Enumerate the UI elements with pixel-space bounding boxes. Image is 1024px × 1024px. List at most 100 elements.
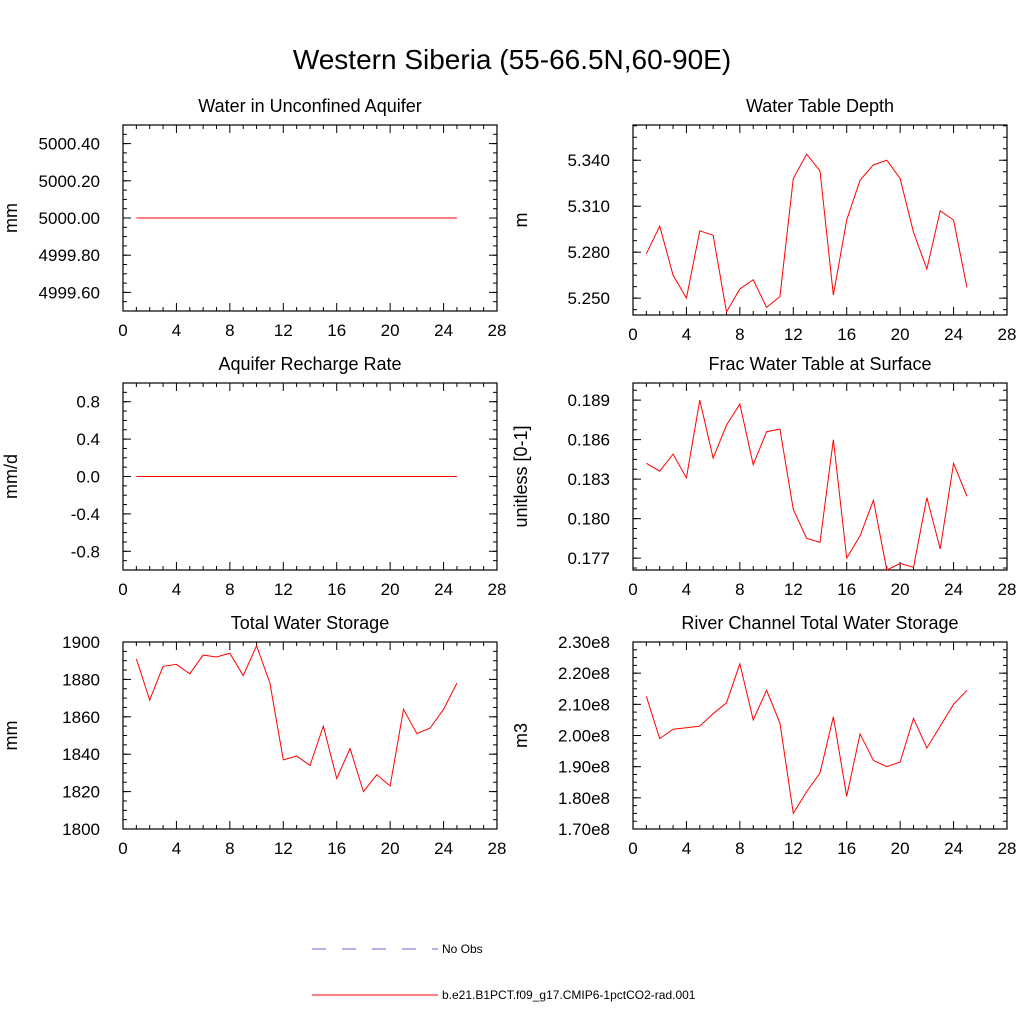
panel-2-x-tick-label: 4 xyxy=(682,325,691,344)
panel-3-y-tick-label: 0.0 xyxy=(76,468,100,487)
panel-1-y-tick-label: 5000.20 xyxy=(39,172,100,191)
panel-3-y-tick-label: 0.4 xyxy=(76,430,100,449)
panel-4-x-tick-label: 16 xyxy=(837,580,856,599)
panel-3-x-tick-label: 20 xyxy=(381,580,400,599)
panel-5-y-tick-label: 1800 xyxy=(62,820,100,839)
panel-5-title: Total Water Storage xyxy=(231,613,389,633)
panel-3-x-tick-label: 12 xyxy=(274,580,293,599)
panel-4-series-line xyxy=(646,400,968,571)
panel-1-x-tick-label: 4 xyxy=(172,321,181,340)
panel-3-title: Aquifer Recharge Rate xyxy=(218,354,401,374)
panel-5-x-tick-label: 16 xyxy=(327,839,346,858)
panel-6-y-tick-label: 2.20e8 xyxy=(558,664,610,683)
panel-1-x-tick-label: 20 xyxy=(381,321,400,340)
panel-3-x-tick-label: 4 xyxy=(172,580,181,599)
panel-6-y-tick-label: 2.00e8 xyxy=(558,727,610,746)
panel-1-x-tick-label: 16 xyxy=(327,321,346,340)
panel-5-x-tick-label: 28 xyxy=(488,839,507,858)
panel-5-x-tick-label: 20 xyxy=(381,839,400,858)
panel-5-x-tick-label: 0 xyxy=(118,839,127,858)
panel-5-x-tick-label: 4 xyxy=(172,839,181,858)
panel-3-x-tick-label: 16 xyxy=(327,580,346,599)
panel-1-x-tick-label: 12 xyxy=(274,321,293,340)
panel-1-x-tick-label: 8 xyxy=(225,321,234,340)
panel-3-x-tick-label: 28 xyxy=(488,580,507,599)
panel-1-x-tick-label: 24 xyxy=(434,321,453,340)
panel-3-y-label: mm/d xyxy=(1,454,21,499)
panel-3-x-tick-label: 8 xyxy=(225,580,234,599)
panel-6-title: River Channel Total Water Storage xyxy=(681,613,958,633)
panel-6-y-label: m3 xyxy=(511,723,531,748)
panel-4-x-tick-label: 20 xyxy=(891,580,910,599)
panel-2-y-tick-label: 5.310 xyxy=(567,197,610,216)
panel-4-x-tick-label: 0 xyxy=(628,580,637,599)
panel-2-y-tick-label: 5.340 xyxy=(567,151,610,170)
panel-6-y-tick-label: 1.90e8 xyxy=(558,758,610,777)
panel-6-x-tick-label: 0 xyxy=(628,839,637,858)
panel-4-y-tick-label: 0.180 xyxy=(567,510,610,529)
panel-4-x-tick-label: 8 xyxy=(735,580,744,599)
panel-4-y-tick-label: 0.189 xyxy=(567,391,610,410)
main-title: Western Siberia (55-66.5N,60-90E) xyxy=(292,44,732,75)
panel-1-y-tick-label: 5000.00 xyxy=(39,209,100,228)
panel-6-x-tick-label: 16 xyxy=(837,839,856,858)
panel-1-y-tick-label: 4999.60 xyxy=(39,283,100,302)
panel-2-y-tick-label: 5.280 xyxy=(567,243,610,262)
panel-6-x-tick-label: 12 xyxy=(784,839,803,858)
panel-6-y-tick-label: 1.70e8 xyxy=(558,820,610,839)
panel-4-x-tick-label: 12 xyxy=(784,580,803,599)
panel-6-frame xyxy=(632,641,1008,830)
panel-2-y-tick-label: 5.250 xyxy=(567,289,610,308)
panel-5-frame xyxy=(122,641,498,830)
panel-6-x-tick-label: 20 xyxy=(891,839,910,858)
panel-2-x-tick-label: 16 xyxy=(837,325,856,344)
panel-3-y-tick-label: -0.8 xyxy=(71,542,100,561)
panel-1-title: Water in Unconfined Aquifer xyxy=(198,96,421,116)
panel-6-x-tick-label: 8 xyxy=(735,839,744,858)
panel-2-x-tick-label: 0 xyxy=(628,325,637,344)
panel-5-y-tick-label: 1900 xyxy=(62,633,100,652)
panel-5-y-label: mm xyxy=(1,721,21,751)
panel-5-y-tick-label: 1880 xyxy=(62,670,100,689)
panel-6-series-line xyxy=(645,662,968,815)
panel-2-series-line xyxy=(645,153,968,314)
panel-4-y-tick-label: 0.183 xyxy=(567,470,610,489)
panel-4-y-tick-label: 0.177 xyxy=(567,549,610,568)
panel-5-x-tick-label: 8 xyxy=(225,839,234,858)
panel-4-y-tick-label: 0.186 xyxy=(567,431,610,450)
panel-4-y-label: unitless [0-1] xyxy=(511,425,531,527)
panel-5-x-tick-label: 24 xyxy=(434,839,453,858)
panel-2-y-label: m xyxy=(511,213,531,228)
panel-3-x-tick-label: 0 xyxy=(118,580,127,599)
panel-2-x-tick-label: 20 xyxy=(891,325,910,344)
panel-5-y-tick-label: 1840 xyxy=(62,745,100,764)
panel-4-title: Frac Water Table at Surface xyxy=(708,354,931,374)
panel-1-y-tick-label: 4999.80 xyxy=(39,246,100,265)
panel-4-x-tick-label: 4 xyxy=(682,580,691,599)
panel-1-y-label: mm xyxy=(1,203,21,233)
panel-6-x-tick-label: 24 xyxy=(944,839,963,858)
panel-1-x-tick-label: 0 xyxy=(118,321,127,340)
panel-5-series-line xyxy=(135,644,458,793)
panel-2-x-tick-label: 8 xyxy=(735,325,744,344)
panel-6-y-tick-label: 2.10e8 xyxy=(558,695,610,714)
legend-obs-line xyxy=(312,948,438,950)
legend-model-line xyxy=(312,994,438,996)
panel-3-y-tick-label: 0.8 xyxy=(76,393,100,412)
panel-6-x-tick-label: 28 xyxy=(998,839,1017,858)
panel-2-x-tick-label: 28 xyxy=(998,325,1017,344)
panel-2-x-tick-label: 24 xyxy=(944,325,963,344)
panel-5-x-tick-label: 12 xyxy=(274,839,293,858)
panel-5-y-tick-label: 1820 xyxy=(62,783,100,802)
panel-4-x-tick-label: 24 xyxy=(944,580,963,599)
panel-1-y-tick-label: 5000.40 xyxy=(39,135,100,154)
panel-6-x-tick-label: 4 xyxy=(682,839,691,858)
panel-6-y-tick-label: 2.30e8 xyxy=(558,633,610,652)
legend-model-label: b.e21.B1PCT.f09_g17.CMIP6-1pctCO2-rad.00… xyxy=(442,988,696,1002)
legend-obs-label: No Obs xyxy=(442,942,483,956)
panel-5-y-tick-label: 1860 xyxy=(62,708,100,727)
panel-2-x-tick-label: 12 xyxy=(784,325,803,344)
panel-3-x-tick-label: 24 xyxy=(434,580,453,599)
panel-4-x-tick-label: 28 xyxy=(998,580,1017,599)
